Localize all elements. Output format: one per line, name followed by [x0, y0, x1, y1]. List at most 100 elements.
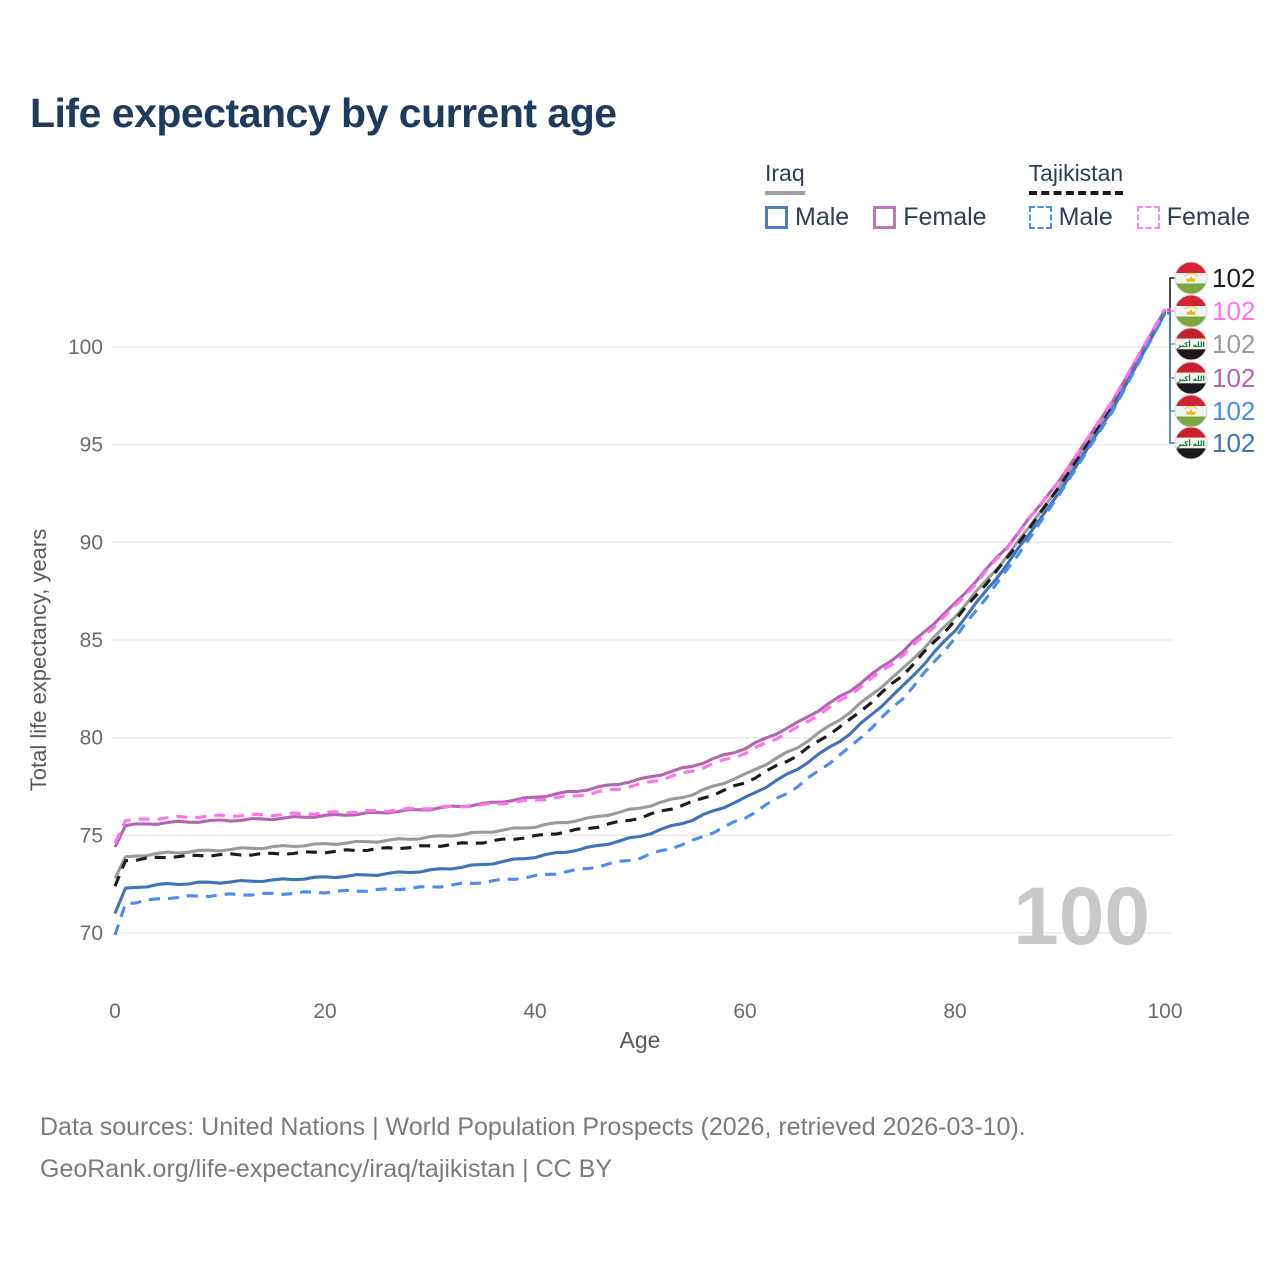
- iraq-male-swatch[interactable]: [765, 206, 788, 229]
- flag-band: [1175, 295, 1207, 306]
- end-value-label: 102: [1212, 296, 1255, 326]
- end-value-label: 102: [1212, 363, 1255, 393]
- x-axis-title: Age: [620, 1027, 661, 1053]
- legend-group-tajikistan: Tajikistan Male Female: [1028, 160, 1250, 232]
- flag-star: [1194, 273, 1196, 276]
- flag-star: [1186, 273, 1188, 276]
- y-tick-label: 90: [80, 531, 103, 554]
- flag-star: [1186, 406, 1188, 409]
- flag-star: [1190, 405, 1192, 408]
- flag-star: [1190, 272, 1192, 275]
- legend-item-label: Female: [903, 203, 987, 231]
- end-value-label: 102: [1212, 329, 1255, 359]
- series-line-iraq-total: [113, 310, 1167, 879]
- legend-item-label: Male: [1058, 203, 1113, 231]
- flag-band: [1175, 372, 1207, 384]
- y-tick-label: 70: [80, 922, 103, 945]
- series-line-tajikistan-male: [113, 313, 1167, 936]
- x-tick-label: 80: [943, 1000, 966, 1023]
- flag-star: [1192, 305, 1194, 308]
- x-tick-label: 20: [313, 1000, 336, 1023]
- flag-tajikistan-icon: [1175, 295, 1207, 327]
- y-tick-label: 85: [80, 629, 103, 652]
- legend-item-tajikistan-female[interactable]: Female: [1136, 203, 1250, 232]
- flag-iraq-icon: الله أكبر: [1175, 328, 1207, 360]
- legend-item-iraq-female[interactable]: Female: [873, 203, 987, 232]
- series-line-iraq-female: [113, 309, 1167, 848]
- flag-star: [1194, 306, 1196, 309]
- flag-star: [1192, 405, 1194, 408]
- flag-tajikistan-icon: [1175, 395, 1207, 427]
- flag-star: [1194, 406, 1196, 409]
- flag-band: [1175, 437, 1207, 449]
- flag-band: [1175, 427, 1207, 438]
- flag-star: [1184, 307, 1186, 310]
- footer-sources-line: Data sources: United Nations | World Pop…: [40, 1113, 1026, 1141]
- flag-star: [1196, 274, 1198, 277]
- end-value-label: 102: [1212, 396, 1255, 426]
- legend-item-iraq-male[interactable]: Male: [765, 203, 849, 232]
- legend-items-iraq: Male Female: [765, 203, 987, 232]
- flag-star: [1188, 272, 1190, 275]
- flag-band: [1175, 395, 1207, 406]
- series-line-tajikistan-total: [113, 310, 1167, 887]
- flag-band: [1175, 448, 1207, 459]
- flag-band: [1175, 283, 1207, 294]
- tajikistan-female-swatch[interactable]: [1136, 206, 1160, 229]
- flag-iraq-icon: الله أكبر: [1175, 427, 1207, 459]
- end-label-connector: [1167, 277, 1175, 312]
- flag-star: [1184, 274, 1186, 277]
- flag-band: [1175, 383, 1207, 394]
- footer: Data sources: United Nations | World Pop…: [40, 1106, 1026, 1190]
- tajikistan-male-swatch[interactable]: [1028, 206, 1052, 229]
- flag-outline: [1174, 327, 1208, 361]
- legend-header-tajikistan[interactable]: Tajikistan: [1028, 160, 1124, 195]
- flag-star: [1196, 307, 1198, 310]
- legend: Iraq Male Female Tajikistan Male: [765, 160, 1250, 232]
- flag-crown: [1186, 409, 1196, 415]
- x-tick-label: 0: [109, 1000, 121, 1023]
- legend-item-label: Male: [795, 203, 850, 231]
- x-tick-label: 100: [1147, 1000, 1182, 1023]
- legend-group-iraq: Iraq Male Female: [765, 160, 987, 232]
- current-age-watermark: 100: [1013, 871, 1150, 962]
- y-tick-label: 100: [68, 336, 103, 359]
- flag-star: [1188, 305, 1190, 308]
- end-label-connector: [1167, 312, 1175, 412]
- legend-header-iraq[interactable]: Iraq: [765, 160, 805, 195]
- flag-star: [1196, 407, 1198, 410]
- flag-crown: [1186, 309, 1196, 315]
- series-line-tajikistan-female: [113, 308, 1167, 844]
- footer-license-line: GeoRank.org/life-expectancy/iraq/tajikis…: [40, 1155, 613, 1183]
- flag-outline: [1174, 294, 1208, 328]
- y-tick-label: 75: [80, 824, 103, 847]
- flag-script: الله أكبر: [1176, 374, 1205, 383]
- flag-band: [1175, 262, 1207, 273]
- y-tick-label: 95: [80, 434, 103, 457]
- end-label-connector: [1167, 312, 1175, 444]
- series-line-iraq-male: [113, 312, 1167, 915]
- end-label-connector: [1167, 310, 1175, 345]
- flag-band: [1175, 362, 1207, 373]
- y-axis-title: Total life expectancy, years: [26, 529, 51, 792]
- iraq-female-swatch[interactable]: [873, 206, 897, 229]
- flag-star: [1192, 272, 1194, 275]
- x-tick-label: 60: [733, 1000, 756, 1023]
- flag-band: [1175, 416, 1207, 427]
- flag-band: [1175, 338, 1207, 350]
- flag-script: الله أكبر: [1176, 340, 1205, 349]
- flag-crown: [1186, 276, 1196, 282]
- legend-item-tajikistan-male[interactable]: Male: [1028, 203, 1113, 232]
- end-value-label: 102: [1212, 263, 1255, 293]
- page-title: Life expectancy by current age: [30, 90, 617, 136]
- legend-items-tajikistan: Male Female: [1028, 203, 1250, 232]
- flag-star: [1186, 306, 1188, 309]
- flag-iraq-icon: الله أكبر: [1175, 362, 1207, 394]
- y-tick-label: 80: [80, 727, 103, 750]
- flag-band: [1175, 349, 1207, 360]
- flag-tajikistan-icon: [1175, 262, 1207, 294]
- flag-band: [1175, 316, 1207, 327]
- flag-star: [1184, 407, 1186, 410]
